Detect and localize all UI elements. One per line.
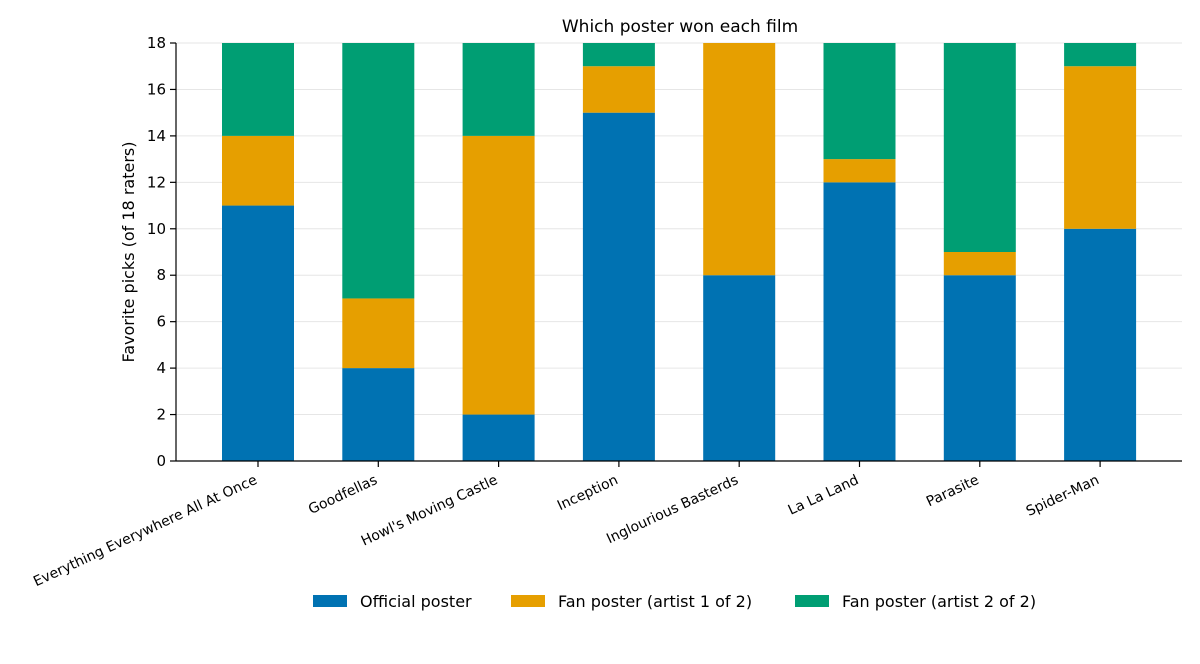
legend-label-3: Fan poster (artist 2 of 2) xyxy=(842,592,1036,611)
y-tick-label-18: 18 xyxy=(147,34,166,52)
bar-2-4 xyxy=(582,66,655,113)
x-tick-label-2: Goodfellas xyxy=(306,472,380,518)
bar-3-6 xyxy=(823,43,896,160)
bar-3-4 xyxy=(582,43,655,67)
bar-3-7 xyxy=(943,43,1016,252)
bar-2-6 xyxy=(823,159,896,183)
bar-1-1 xyxy=(222,205,294,461)
bars xyxy=(222,43,1137,462)
y-tick-label-14: 14 xyxy=(147,127,166,145)
bar-1-5 xyxy=(703,275,776,461)
y-tick-label-4: 4 xyxy=(156,359,166,377)
chart-title: Which poster won each film xyxy=(562,17,798,37)
bar-1-4 xyxy=(582,112,655,462)
x-tick-label-7: Parasite xyxy=(924,472,982,510)
legend: Official poster Fan poster (artist 1 of 2… xyxy=(313,592,1036,611)
bar-3-2 xyxy=(342,43,415,299)
x-tick-label-8: Spider-Man xyxy=(1024,472,1102,520)
bar-2-3 xyxy=(462,135,535,415)
bar-2-8 xyxy=(1064,66,1137,229)
legend-swatch-3 xyxy=(795,595,829,607)
x-tick-label-6: La La Land xyxy=(786,472,861,519)
x-ticks: Everything Everywhere All At Once Goodfel… xyxy=(31,461,1102,590)
y-tick-label-2: 2 xyxy=(156,406,166,424)
bar-2-1 xyxy=(222,135,294,206)
y-tick-label-16: 16 xyxy=(147,80,166,98)
y-tick-label-8: 8 xyxy=(156,266,166,284)
bar-1-2 xyxy=(342,368,415,461)
x-tick-label-3: Howl's Moving Castle xyxy=(359,472,501,549)
bar-1-8 xyxy=(1064,228,1137,461)
bar-1-6 xyxy=(823,182,896,462)
bar-2-7 xyxy=(943,252,1016,276)
legend-swatch-2 xyxy=(511,595,545,607)
y-tick-label-12: 12 xyxy=(147,173,166,191)
legend-label-1: Official poster xyxy=(360,592,472,611)
bar-3-1 xyxy=(222,43,294,136)
y-tick-label-10: 10 xyxy=(147,220,166,238)
x-tick-label-4: Inception xyxy=(555,472,621,514)
bar-1-7 xyxy=(943,275,1016,461)
x-tick-label-1: Everything Everywhere All At Once xyxy=(31,472,260,590)
y-axis-label: Favorite picks (of 18 raters) xyxy=(119,142,138,363)
bar-2-2 xyxy=(342,298,415,369)
bar-2-5 xyxy=(703,43,776,276)
bar-3-3 xyxy=(462,43,535,136)
axes xyxy=(175,43,1182,462)
legend-swatch-1 xyxy=(313,595,347,607)
y-tick-label-6: 6 xyxy=(156,313,166,331)
y-tick-label-0: 0 xyxy=(156,452,166,470)
bar-1-3 xyxy=(462,414,535,461)
y-ticks: 0 2 4 6 8 10 12 14 16 18 xyxy=(147,34,176,470)
bar-3-8 xyxy=(1064,43,1137,67)
x-tick-label-5: Inglourious Basterds xyxy=(604,472,741,547)
grid-lines xyxy=(176,42,1182,462)
legend-label-2: Fan poster (artist 1 of 2) xyxy=(558,592,752,611)
